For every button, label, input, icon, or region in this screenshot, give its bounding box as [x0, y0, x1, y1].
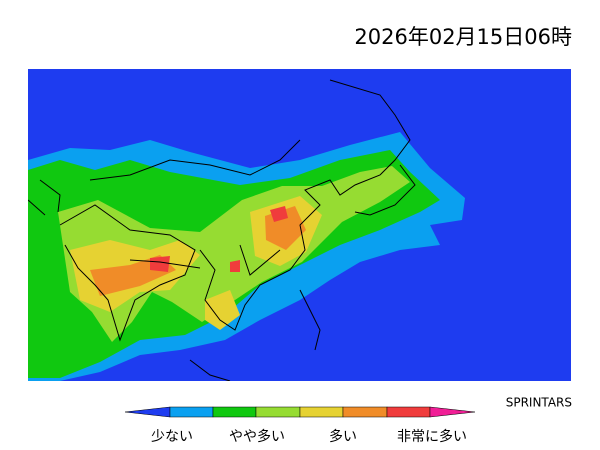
legend-label: やや多い — [229, 428, 285, 445]
legend-swatch — [386, 406, 431, 418]
timestamp: 2026年02月15日06時 — [354, 25, 572, 49]
legend-swatch — [169, 406, 214, 418]
aerosol-very-high — [90, 206, 306, 296]
coastlines — [28, 79, 416, 381]
credit: SPRINTARS — [506, 396, 572, 410]
aerosol-extreme — [150, 206, 288, 272]
legend-swatch — [299, 406, 344, 418]
legend-swatch — [124, 406, 171, 418]
legend-label: 多い — [329, 428, 357, 445]
aerosol-somewhat-high — [58, 166, 410, 342]
color-legend: 少ない やや多い 多い 非常に多い — [124, 406, 476, 445]
legend-label: 非常に多い — [397, 428, 467, 445]
legend-swatch — [429, 406, 476, 418]
aerosol-high — [70, 196, 322, 330]
map — [28, 69, 571, 381]
legend-swatch — [255, 406, 301, 418]
legend-label: 少ない — [151, 429, 193, 445]
legend-swatch — [342, 406, 388, 418]
legend-swatch — [212, 406, 257, 418]
